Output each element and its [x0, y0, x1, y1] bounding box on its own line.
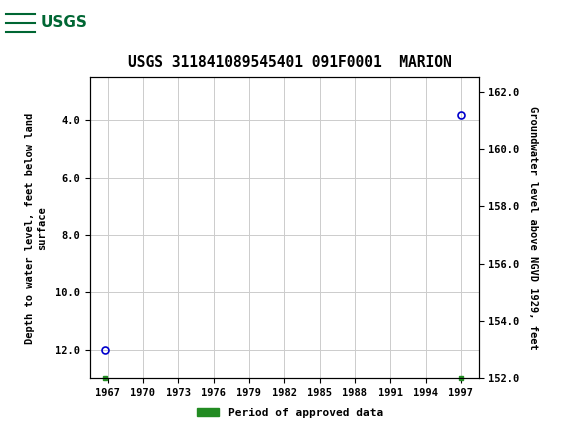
Y-axis label: Depth to water level, feet below land
surface: Depth to water level, feet below land su…: [26, 112, 47, 344]
Y-axis label: Groundwater level above NGVD 1929, feet: Groundwater level above NGVD 1929, feet: [528, 106, 538, 350]
Legend: Period of approved data: Period of approved data: [193, 403, 387, 422]
FancyBboxPatch shape: [3, 3, 107, 42]
Text: USGS: USGS: [41, 15, 88, 30]
Text: USGS 311841089545401 091F0001  MARION: USGS 311841089545401 091F0001 MARION: [128, 55, 452, 70]
